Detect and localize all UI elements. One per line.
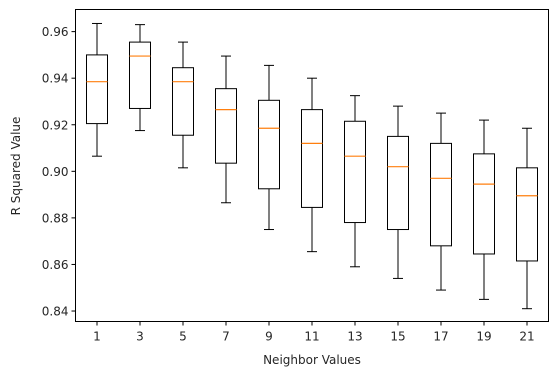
x-axis-label: Neighbor Values bbox=[263, 353, 361, 367]
box-iqr bbox=[129, 41, 151, 109]
y-tick-label: 0.84 bbox=[42, 305, 69, 319]
y-tick-label: 0.92 bbox=[42, 118, 69, 132]
box-iqr bbox=[516, 167, 538, 262]
x-tick-label: 7 bbox=[222, 330, 230, 344]
box-1 bbox=[86, 22, 108, 157]
box-7 bbox=[215, 55, 237, 204]
y-tick-label: 0.86 bbox=[42, 258, 69, 272]
box-iqr bbox=[430, 142, 452, 247]
x-tick-label: 5 bbox=[179, 330, 187, 344]
x-tick-label: 21 bbox=[519, 330, 534, 344]
box-iqr bbox=[258, 99, 280, 190]
box-21 bbox=[516, 127, 538, 310]
box-11 bbox=[301, 77, 323, 253]
x-tick-label: 13 bbox=[347, 330, 362, 344]
x-tick-label: 3 bbox=[136, 330, 144, 344]
box-iqr bbox=[344, 120, 366, 224]
box-5 bbox=[172, 41, 194, 169]
box-iqr bbox=[301, 109, 323, 208]
box-3 bbox=[129, 24, 151, 132]
box-iqr bbox=[215, 88, 237, 164]
x-tick-label: 1 bbox=[93, 330, 101, 344]
x-tick-label: 11 bbox=[304, 330, 319, 344]
boxes-group bbox=[86, 22, 538, 310]
y-tick-label: 0.90 bbox=[42, 165, 69, 179]
x-tick-label: 15 bbox=[390, 330, 405, 344]
x-tick-label: 9 bbox=[265, 330, 273, 344]
box-13 bbox=[344, 95, 366, 268]
y-tick-label: 0.88 bbox=[42, 211, 69, 225]
box-19 bbox=[473, 119, 495, 300]
box-iqr bbox=[473, 153, 495, 255]
y-tick-label: 0.96 bbox=[42, 25, 69, 39]
x-tick-label: 17 bbox=[433, 330, 448, 344]
y-axis: 0.84 0.86 0.88 0.90 0.92 0.94 0.96 bbox=[42, 25, 76, 319]
box-iqr bbox=[387, 135, 409, 231]
box-15 bbox=[387, 105, 409, 279]
y-tick-label: 0.94 bbox=[42, 72, 69, 86]
y-axis-label: R Squared Value bbox=[9, 117, 23, 216]
box-iqr bbox=[86, 54, 108, 125]
box-iqr bbox=[172, 67, 194, 136]
x-tick-label: 19 bbox=[476, 330, 491, 344]
x-axis: 1 3 5 7 9 11 13 15 17 19 21 bbox=[93, 321, 535, 344]
box-17 bbox=[430, 112, 452, 291]
box-9 bbox=[258, 64, 280, 231]
